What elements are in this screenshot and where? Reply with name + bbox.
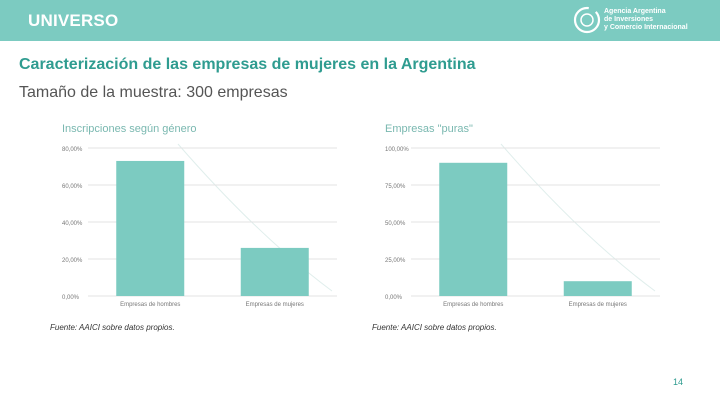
x-tick-label: Empresas de mujeres [246,302,304,308]
y-tick-label: 20,00% [62,258,83,264]
section-title: UNIVERSO [28,11,119,30]
x-tick-label: Empresas de mujeres [569,302,627,308]
y-tick-label: 50,00% [385,221,406,227]
chart-title: Inscripciones según género [62,123,197,135]
logo-line-3: y Comercio Internacional [604,24,688,31]
decorative-curve [500,143,656,292]
y-tick-label: 0,00% [62,295,80,301]
y-tick-label: 75,00% [385,184,406,190]
bar [116,160,185,296]
bar [439,162,508,296]
bar [563,281,632,296]
x-tick-label: Empresas de hombres [120,302,180,308]
y-tick-label: 80,00% [62,147,83,153]
logo-line-1: Agencia Argentina [604,8,666,15]
logo-text: Agencia Argentina de Inversiones y Comer… [604,8,688,32]
logo-circle-icon [573,6,601,34]
y-tick-label: 0,00% [385,295,403,301]
agency-logo: Agencia Argentina de Inversiones y Comer… [572,5,712,35]
page-title: Caracterización de las empresas de mujer… [19,56,476,73]
chart-source-note: Fuente: AAICI sobre datos propios. [372,323,497,332]
logo-line-2: de Inversiones [604,16,654,23]
decorative-curve [177,143,333,292]
page-subtitle: Tamaño de la muestra: 300 empresas [19,84,288,101]
y-tick-label: 40,00% [62,221,83,227]
bar [240,247,309,296]
x-tick-label: Empresas de hombres [443,302,503,308]
header-bar: UNIVERSO Agencia Argentina de Inversione… [0,0,720,41]
chart-plot: 0,00% 20,00% 40,00% 60,00% 80,00% Empresas de… [62,143,337,308]
page-number: 14 [673,377,684,387]
chart-pure-companies: Empresas "puras" 0,00% 25,00% 50,00% 75,00%… [365,120,685,320]
chart-plot: 0,00% 25,00% 50,00% 75,00% 100,00% Empresas d… [385,143,660,308]
chart-source-note: Fuente: AAICI sobre datos propios. [50,323,175,332]
y-tick-label: 25,00% [385,258,406,264]
chart-gender-registrations: Inscripciones según género 0,00% 20,00% 40… [42,120,362,320]
chart-title: Empresas "puras" [385,123,473,135]
y-tick-label: 100,00% [385,147,409,153]
y-tick-label: 60,00% [62,184,83,190]
